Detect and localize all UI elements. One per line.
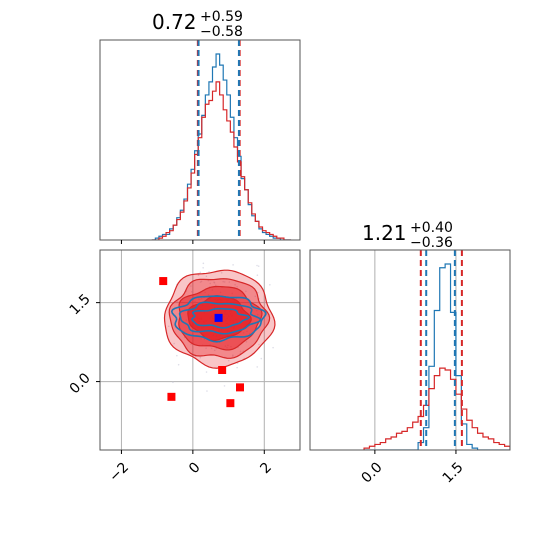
joint-area: [100, 250, 306, 450]
sample-point: [220, 271, 223, 274]
red-marker: [159, 277, 168, 286]
sample-point: [215, 347, 218, 350]
sample-point: [213, 349, 216, 352]
sample-point: [222, 280, 224, 283]
sample-point: [199, 271, 202, 274]
sample-point: [197, 274, 200, 277]
sample-point: [213, 281, 215, 283]
sample-point: [256, 264, 258, 267]
sample-point: [205, 371, 208, 373]
sample-point: [260, 357, 263, 360]
histogram-area: [151, 40, 292, 240]
sample-point: [304, 326, 306, 328]
sample-point: [245, 290, 247, 293]
red-marker: [236, 383, 244, 392]
histogram-red-series: [151, 81, 292, 240]
sample-point: [256, 366, 259, 368]
red-marker: [218, 366, 227, 374]
blue-marker: [214, 313, 223, 322]
blue-density-contour: [178, 301, 262, 335]
sample-point: [272, 346, 274, 349]
sample-point: [236, 366, 238, 369]
sample-point: [210, 347, 213, 350]
sample-point: [206, 390, 208, 392]
sample-point: [205, 347, 207, 349]
red-marker: [167, 392, 176, 401]
sample-point: [172, 381, 174, 384]
title-param1-value: 0.72: [152, 10, 197, 34]
blue-density-contour: [170, 295, 267, 343]
sample-point: [256, 274, 259, 277]
sample-point: [208, 270, 210, 273]
sample-point: [227, 359, 230, 362]
title-param2-value: 1.21: [362, 221, 407, 245]
sample-point: [202, 262, 205, 265]
sample-point: [239, 350, 242, 353]
sample-point: [194, 355, 197, 358]
sample-point: [202, 266, 204, 269]
sample-point: [257, 265, 260, 267]
x-tick-label: −2: [106, 459, 132, 485]
sample-point: [232, 264, 234, 266]
sample-point: [228, 281, 231, 283]
sample-point: [232, 355, 234, 357]
histogram-red-series: [363, 367, 510, 450]
x-tick-label: 0.0: [359, 459, 386, 486]
marginal-histogram-param1: [99, 39, 301, 244]
blue-density-contour: [191, 307, 251, 329]
sample-point: [214, 284, 217, 287]
sample-point: [223, 385, 226, 387]
sample-point: [190, 290, 193, 293]
sample-point: [269, 284, 271, 286]
sample-point: [167, 325, 170, 328]
sample-point: [199, 356, 202, 359]
sample-point: [190, 285, 192, 287]
sample-point: [173, 342, 175, 345]
axes-frame: [99, 249, 301, 451]
x-tick-label: 1.5: [440, 459, 467, 486]
sample-point: [177, 363, 180, 366]
title-param1: 0.72 +0.59 −0.58: [152, 9, 243, 40]
sample-point: [209, 282, 212, 285]
sample-point: [205, 275, 208, 278]
red-marker: [226, 399, 235, 408]
sample-point: [176, 354, 178, 357]
x-tick-label: 2: [257, 459, 275, 477]
x-tick-label: 0: [186, 459, 204, 477]
title-param2-plus: +0.40: [410, 220, 453, 236]
sample-point: [223, 281, 226, 283]
title-param1-minus: −0.58: [200, 24, 243, 40]
y-tick-label: 1.5: [67, 291, 94, 318]
title-param1-plus: +0.59: [200, 9, 243, 25]
sample-point: [245, 341, 248, 343]
axes-frame: [99, 39, 301, 241]
y-tick-label: 0.0: [67, 370, 94, 397]
histogram-blue-series: [151, 53, 292, 240]
sample-point: [234, 283, 236, 286]
sample-point: [254, 295, 257, 298]
sample-point: [200, 280, 203, 283]
sample-point: [236, 285, 238, 288]
joint-scatter-panel: [96, 249, 306, 454]
histogram-area: [363, 250, 510, 450]
histogram-blue-series: [364, 263, 510, 450]
marginal-histogram-param2: [309, 249, 511, 454]
axes-frame: [309, 249, 511, 451]
sample-point: [258, 343, 260, 346]
sample-point: [176, 300, 178, 303]
title-param2-minus: −0.36: [410, 235, 453, 251]
title-param2: 1.21 +0.40 −0.36: [362, 220, 453, 251]
